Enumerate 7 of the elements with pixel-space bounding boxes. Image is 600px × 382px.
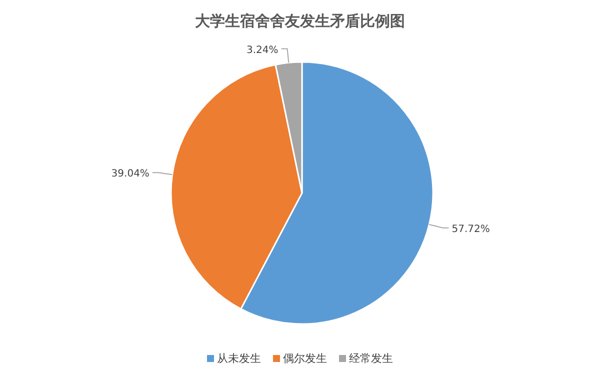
- data-label: 3.24%: [246, 44, 278, 56]
- legend-label: 偶尔发生: [283, 352, 327, 365]
- chart-title: 大学生宿舍舍友发生矛盾比例图: [195, 12, 405, 30]
- data-label: 57.72%: [452, 224, 490, 235]
- legend-label: 经常发生: [349, 352, 393, 365]
- legend-label: 从未发生: [217, 352, 261, 365]
- data-label: 39.04%: [111, 168, 150, 180]
